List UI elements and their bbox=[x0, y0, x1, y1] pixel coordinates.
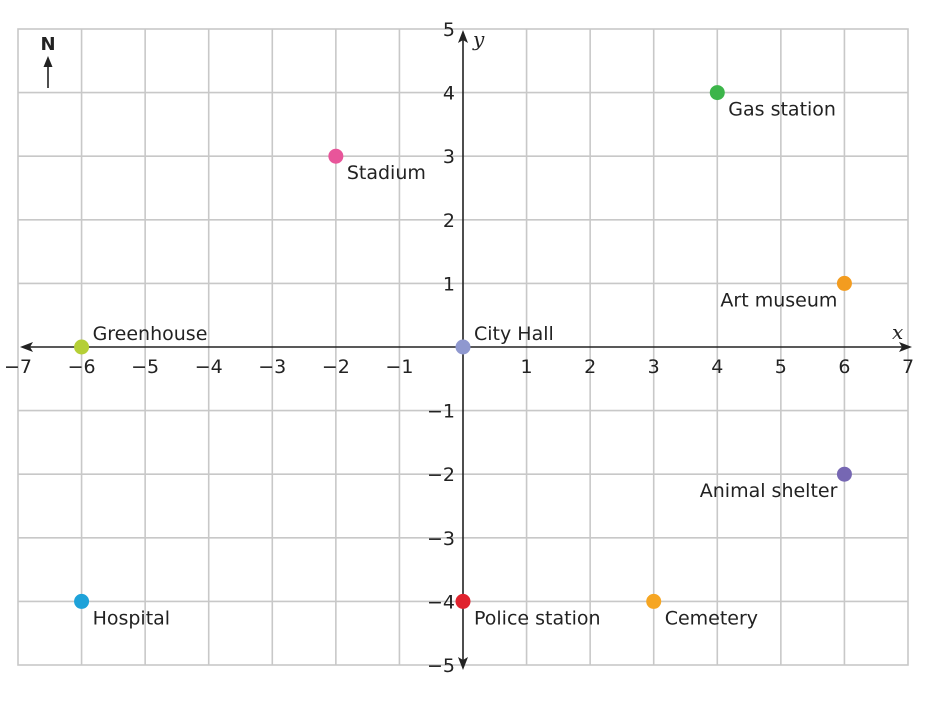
x-axis-left-arrow bbox=[20, 342, 33, 352]
points: Gas station Stadium Art museum Greenhouse Ci… bbox=[74, 85, 852, 629]
y-tick-label: 2 bbox=[443, 210, 455, 232]
x-tick-label: 3 bbox=[648, 356, 660, 378]
police-station-label: Police station bbox=[474, 607, 601, 629]
y-axis-top-arrow bbox=[458, 30, 468, 43]
y-tick-label: 3 bbox=[443, 146, 455, 168]
x-tick-label: 6 bbox=[838, 356, 850, 378]
x-axis-right-arrow bbox=[899, 342, 912, 352]
x-tick-label: −3 bbox=[258, 356, 286, 378]
x-axis-label: x bbox=[892, 320, 903, 344]
city-hall-marker bbox=[455, 339, 471, 355]
animal-shelter-marker bbox=[836, 466, 852, 482]
north-label: N bbox=[40, 34, 55, 55]
stadium-label: Stadium bbox=[347, 162, 426, 184]
x-tick-label: 7 bbox=[902, 356, 914, 378]
greenhouse-marker bbox=[74, 339, 90, 355]
x-tick-label: −2 bbox=[322, 356, 350, 378]
north-arrow-icon bbox=[43, 56, 53, 67]
hospital-marker bbox=[74, 593, 90, 609]
y-tick-label: 5 bbox=[443, 19, 455, 41]
y-tick-label: −2 bbox=[427, 464, 455, 486]
y-tick-label: 1 bbox=[443, 273, 455, 295]
x-tick-label: −6 bbox=[68, 356, 96, 378]
art-museum-marker bbox=[836, 275, 852, 291]
police-station-marker bbox=[455, 593, 471, 609]
y-axis-label: y bbox=[472, 27, 485, 51]
x-tick-label: 4 bbox=[711, 356, 723, 378]
x-tick-label: 1 bbox=[521, 356, 533, 378]
x-tick-label: 2 bbox=[584, 356, 596, 378]
x-tick-label: −1 bbox=[385, 356, 413, 378]
cemetery-label: Cemetery bbox=[665, 607, 758, 629]
stadium-marker bbox=[328, 148, 344, 164]
x-tick-label: −4 bbox=[195, 356, 223, 378]
y-axis-bottom-arrow bbox=[458, 657, 468, 670]
tick-labels: −7 −6 −5 −4 −3 −2 −1 1 2 3 4 5 6 7 −5 −4 −3 −2 −1 1 2 3 4 5 bbox=[4, 19, 914, 677]
animal-shelter-label: Animal shelter bbox=[700, 480, 838, 502]
y-tick-label: −4 bbox=[427, 591, 455, 613]
art-museum-label: Art museum bbox=[720, 289, 837, 311]
hospital-label: Hospital bbox=[93, 607, 171, 629]
x-tick-label: 5 bbox=[775, 356, 787, 378]
y-tick-label: 4 bbox=[443, 83, 455, 105]
compass: N bbox=[40, 34, 56, 88]
cemetery-marker bbox=[646, 593, 662, 609]
y-tick-label: −5 bbox=[427, 655, 455, 677]
gas-station-marker bbox=[709, 85, 725, 101]
y-tick-label: −1 bbox=[427, 401, 455, 423]
gas-station-label: Gas station bbox=[728, 99, 836, 121]
x-tick-label: −5 bbox=[131, 356, 159, 378]
y-tick-label: −3 bbox=[427, 528, 455, 550]
greenhouse-label: Greenhouse bbox=[93, 323, 208, 345]
x-tick-label: −7 bbox=[4, 356, 32, 378]
city-hall-label: City Hall bbox=[474, 323, 554, 345]
